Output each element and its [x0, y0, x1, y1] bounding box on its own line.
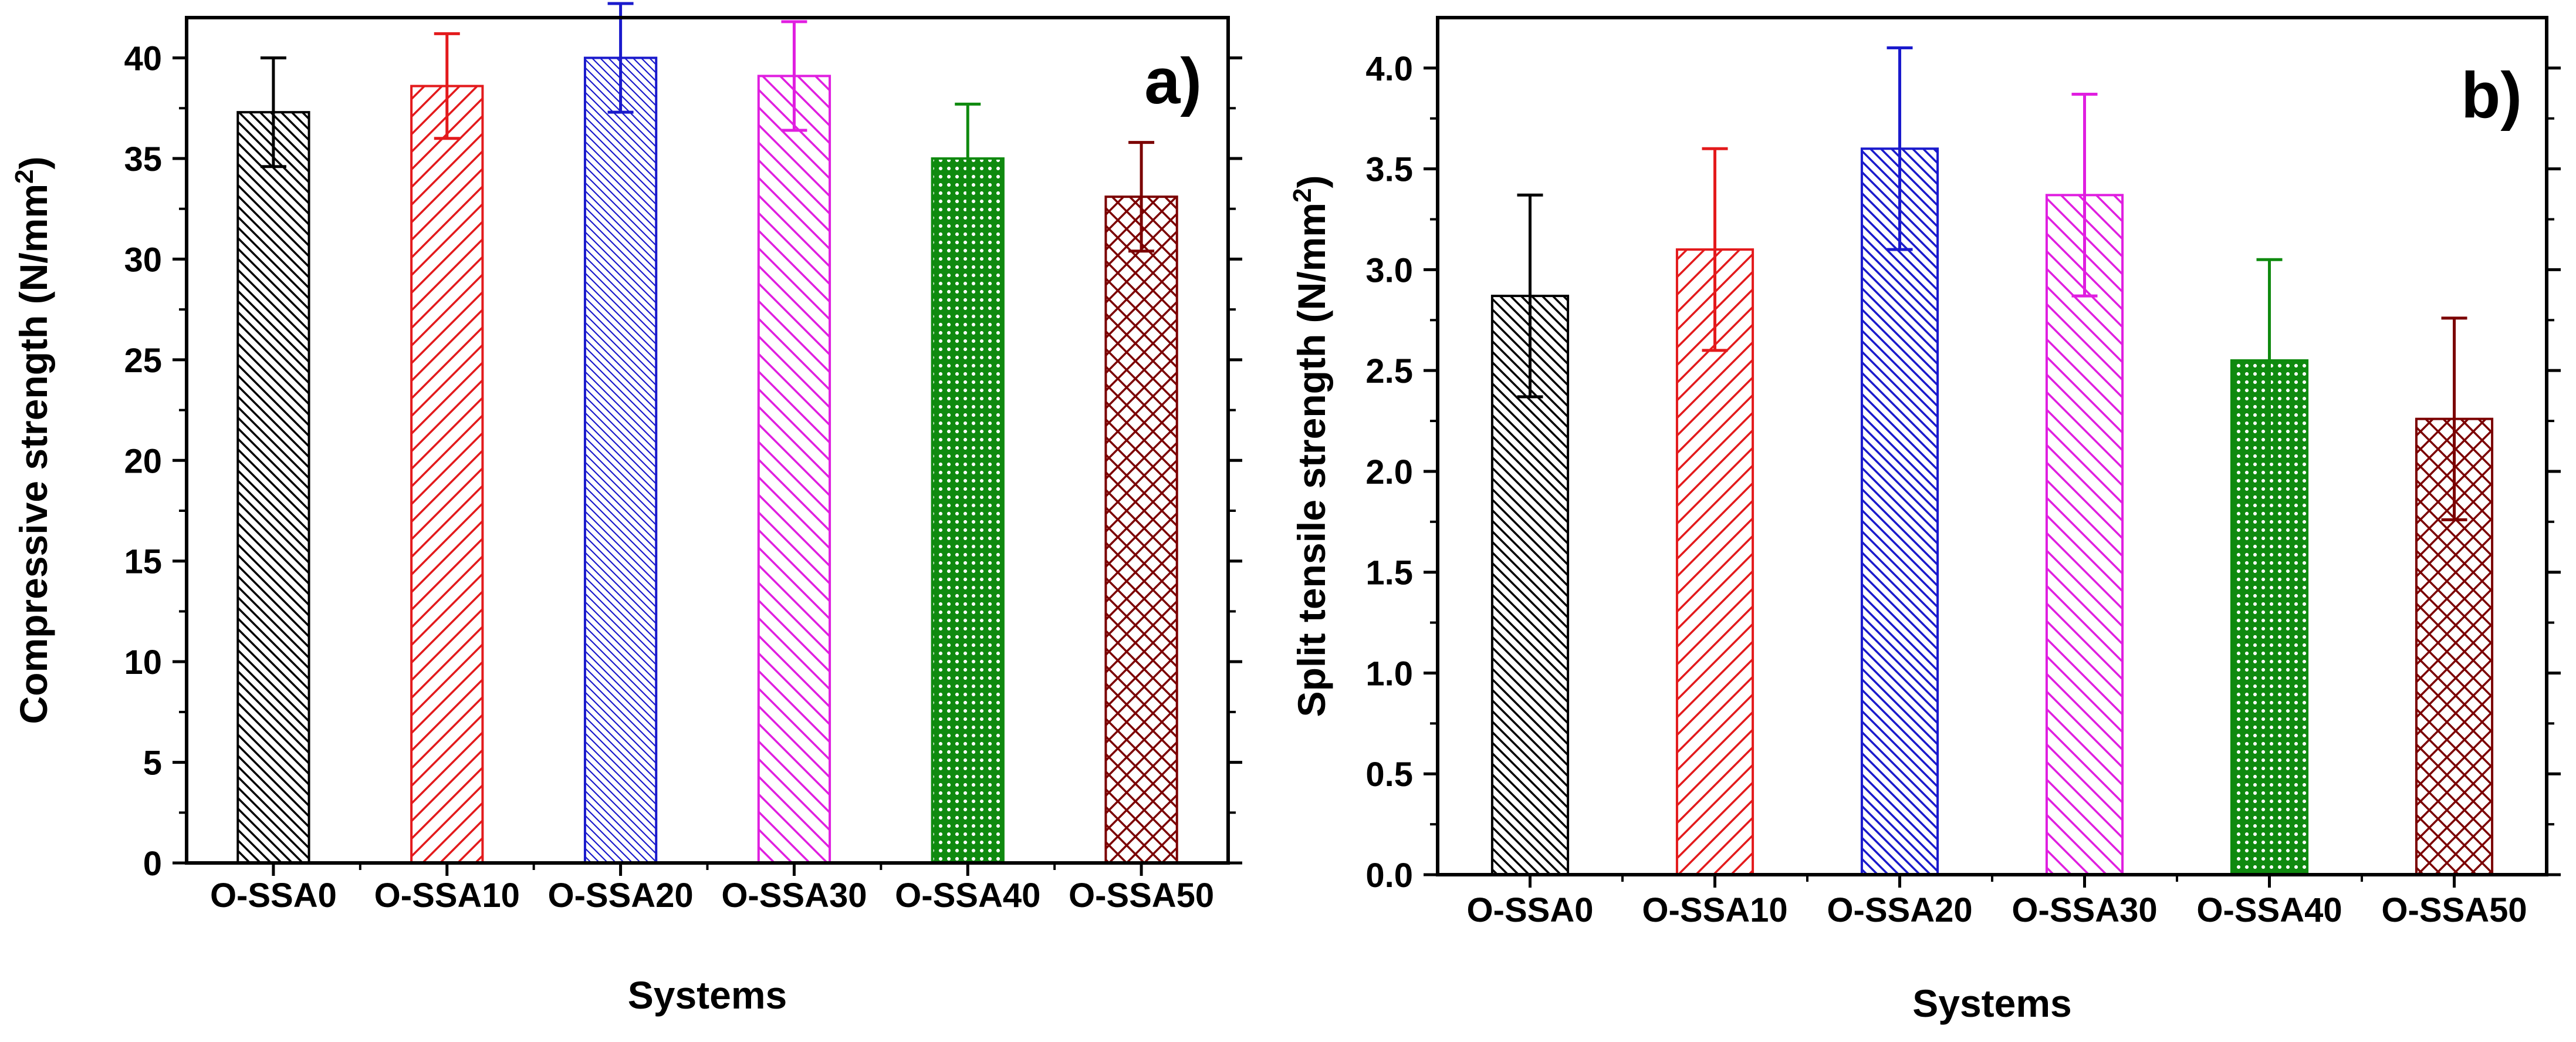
plot-frame: [185, 16, 1230, 865]
y-axis-title: Compressive strength (N/mm2): [10, 156, 55, 724]
error-bar-o-ssa50: [1128, 141, 1155, 253]
y-tick-label: 0.5: [1365, 756, 1413, 794]
y-ticks-group: 0.0 0.5 1.0 1.5 2.0 2.5 3.0 3.5 4.0: [1365, 50, 2561, 895]
error-bar-o-ssa30: [2071, 93, 2098, 298]
y-tick-label: 0.0: [1365, 856, 1413, 895]
x-ticks-group: O-SSA0 O-SSA10 O-SSA20 O-SSA30 O-SSA40 O-SSA5…: [210, 863, 1214, 915]
bar-o-ssa40: [931, 157, 1005, 864]
bar-o-ssa20: [1860, 147, 1939, 876]
y-tick-label: 0: [143, 845, 162, 883]
y-tick-label: 4.0: [1365, 50, 1413, 88]
bar-o-ssa20: [583, 56, 658, 865]
y-tick-label: 2.0: [1365, 453, 1413, 491]
y-axis-title-close: ): [1290, 176, 1333, 188]
bars-group: [236, 56, 1178, 865]
bar-o-ssa0: [236, 111, 310, 865]
bars-group: [1490, 147, 2494, 876]
y-tick-label: 10: [124, 643, 162, 682]
error-bar-o-ssa40: [955, 102, 981, 215]
y-tick-label: 30: [124, 241, 162, 279]
error-bar-o-ssa20: [607, 2, 634, 114]
error-bar-o-ssa20: [1887, 46, 1913, 251]
error-bar-o-ssa0: [260, 56, 286, 168]
y-axis-title: Split tensile strength (N/mm2): [1288, 176, 1333, 717]
y-tick-label: 3.0: [1365, 251, 1413, 289]
x-tick-label: O-SSA30: [721, 876, 867, 915]
x-tick-label: O-SSA20: [1827, 891, 1972, 929]
y-axis-title-main: Split tensile strength (N/mm: [1290, 203, 1333, 717]
y-axis-title-superscript: 2: [10, 169, 39, 183]
error-bar-o-ssa10: [1702, 147, 1728, 352]
error-bars-group: [1517, 46, 2467, 521]
error-bar-o-ssa40: [2256, 258, 2283, 463]
y-axis-title-main: Compressive strength (N/mm: [12, 184, 55, 724]
y-tick-label: 35: [124, 140, 162, 178]
x-tick-label: O-SSA30: [2012, 891, 2157, 929]
error-bar-o-ssa30: [781, 20, 807, 132]
y-tick-label: 20: [124, 442, 162, 480]
y-tick-label: 1.0: [1365, 655, 1413, 693]
panel-label: b): [2461, 59, 2522, 131]
bar-o-ssa10: [410, 85, 484, 865]
x-tick-label: O-SSA0: [210, 876, 337, 915]
x-tick-label: O-SSA10: [1642, 891, 1787, 929]
error-bars-group: [260, 2, 1155, 253]
y-ticks-group: 0 5 10 15 20 25 30 35 40: [124, 40, 1242, 883]
panel-label: a): [1144, 45, 1202, 117]
x-axis-title: Systems: [1912, 982, 2072, 1025]
x-axis-title: Systems: [628, 973, 787, 1017]
error-bar-o-ssa10: [434, 32, 460, 140]
plot-frame: [1436, 16, 2548, 876]
x-tick-label: O-SSA40: [2196, 891, 2342, 929]
y-tick-label: 15: [124, 543, 162, 581]
x-tick-label: O-SSA40: [895, 876, 1040, 915]
bar-o-ssa30: [757, 75, 831, 864]
y-tick-label: 5: [143, 744, 162, 783]
x-ticks-group: O-SSA0 O-SSA10 O-SSA20 O-SSA30 O-SSA40 O-SSA5…: [1467, 875, 2527, 929]
y-tick-label: 25: [124, 342, 162, 380]
x-tick-label: O-SSA50: [2381, 891, 2527, 929]
y-tick-label: 1.5: [1365, 554, 1413, 592]
x-tick-label: O-SSA10: [374, 876, 520, 915]
x-tick-label: O-SSA20: [547, 876, 693, 915]
y-axis-title-close: ): [12, 156, 55, 169]
panel-b: 0.0 0.5 1.0 1.5 2.0 2.5 3.0 3.5 4.0 O-SSA0 O-SSA1…: [1288, 16, 2561, 1025]
x-tick-label: O-SSA50: [1069, 876, 1214, 915]
x-tick-label: O-SSA0: [1467, 891, 1594, 929]
y-axis-title-superscript: 2: [1288, 188, 1317, 203]
y-tick-label: 3.5: [1365, 151, 1413, 189]
y-tick-label: 2.5: [1365, 352, 1413, 390]
error-bar-o-ssa50: [2441, 316, 2467, 521]
error-bar-o-ssa0: [1517, 193, 1543, 399]
bar-o-ssa50: [1104, 195, 1178, 865]
y-tick-label: 40: [124, 40, 162, 78]
